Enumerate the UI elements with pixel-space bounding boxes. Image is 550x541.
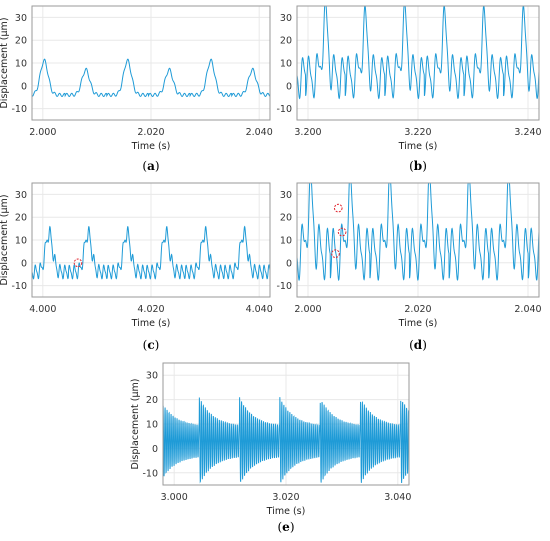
- x-tick-label: 2.000: [294, 304, 321, 315]
- y-tick-label: 30: [280, 13, 292, 24]
- y-tick-label: 10: [15, 236, 27, 247]
- series-line: [31, 58, 271, 98]
- plot-frame: [296, 182, 540, 298]
- plot-frame: [296, 5, 540, 121]
- panel-label: (b): [409, 159, 427, 173]
- x-axis-label: Time (s): [398, 318, 438, 329]
- panel-label: (e): [277, 520, 294, 534]
- series-line: [296, 5, 540, 100]
- series-line: [162, 397, 410, 484]
- y-tick-label: 0: [286, 81, 292, 92]
- y-axis-label: Displacement (μm): [0, 194, 10, 285]
- y-tick-label: -10: [276, 281, 292, 292]
- y-tick-label: 20: [146, 395, 158, 406]
- x-tick-label: 3.220: [404, 127, 431, 138]
- y-tick-label: 30: [15, 190, 27, 201]
- y-tick-label: 10: [280, 59, 292, 70]
- x-tick-label: 4.000: [29, 304, 56, 315]
- panel-c: 4.000 4.020 4.040 30 20 10 0 -10 Time (s) Displac…: [0, 182, 273, 352]
- series-line: [31, 225, 271, 280]
- y-axis-label: Displacement (μm): [0, 17, 10, 108]
- y-tick-label: 20: [280, 36, 292, 47]
- highlight-marker: [333, 203, 343, 213]
- x-tick-label: 3.240: [514, 127, 541, 138]
- panel-b: 3.200 3.220 3.240 30 20 10 0 -10 Time (s) (b): [276, 5, 542, 173]
- y-tick-label: 0: [286, 258, 292, 269]
- x-tick-label: 4.020: [137, 304, 164, 315]
- y-tick-label: 20: [15, 213, 27, 224]
- panel-d: 2.000 2.020 2.040 30 20 10 0 -10 Time (s) (d): [276, 182, 542, 352]
- panel-label: (d): [409, 338, 427, 352]
- x-tick-label: 3.000: [161, 492, 188, 503]
- x-tick-label: 3.040: [384, 492, 411, 503]
- y-tick-label: 20: [15, 36, 27, 47]
- x-tick-label: 2.040: [514, 304, 541, 315]
- series-line: [296, 182, 540, 282]
- y-tick-label: 0: [21, 81, 27, 92]
- x-tick-label: 2.040: [246, 127, 273, 138]
- plot-frame: [162, 362, 410, 486]
- y-tick-label: -10: [142, 468, 158, 479]
- highlight-marker: [337, 227, 347, 237]
- y-tick-label: 30: [280, 190, 292, 201]
- panel-label: (c): [143, 338, 160, 352]
- panel-e: 3.000 3.020 3.040 30 20 10 0 -10 Time (s) Displac…: [130, 362, 411, 534]
- x-tick-label: 4.040: [246, 304, 273, 315]
- x-tick-label: 2.020: [137, 127, 164, 138]
- y-axis-label: Displacement (μm): [130, 378, 141, 469]
- highlight-marker: [73, 258, 83, 268]
- y-tick-label: 10: [280, 236, 292, 247]
- plot-frame: [31, 182, 271, 298]
- panel-label: (a): [142, 159, 159, 173]
- x-axis-label: Time (s): [131, 141, 171, 152]
- y-tick-label: 0: [21, 258, 27, 269]
- y-tick-label: 30: [15, 13, 27, 24]
- y-tick-label: -10: [11, 281, 27, 292]
- y-tick-label: 10: [146, 420, 158, 431]
- y-tick-label: 0: [152, 444, 158, 455]
- x-tick-label: 2.000: [29, 127, 56, 138]
- y-tick-label: 30: [146, 371, 158, 382]
- x-axis-label: Time (s): [131, 318, 171, 329]
- x-tick-label: 3.020: [272, 492, 299, 503]
- plot-frame: [31, 5, 271, 121]
- y-tick-label: -10: [276, 104, 292, 115]
- x-tick-label: 2.020: [404, 304, 431, 315]
- y-tick-label: 10: [15, 59, 27, 70]
- x-axis-label: Time (s): [266, 506, 306, 517]
- y-tick-label: -10: [11, 104, 27, 115]
- x-tick-label: 3.200: [294, 127, 321, 138]
- panel-a: 2.000 2.020 2.040 30 20 10 0 -10 Time (s) Displac…: [0, 5, 273, 173]
- highlight-marker: [331, 249, 340, 258]
- x-axis-label: Time (s): [398, 141, 438, 152]
- y-tick-label: 20: [280, 213, 292, 224]
